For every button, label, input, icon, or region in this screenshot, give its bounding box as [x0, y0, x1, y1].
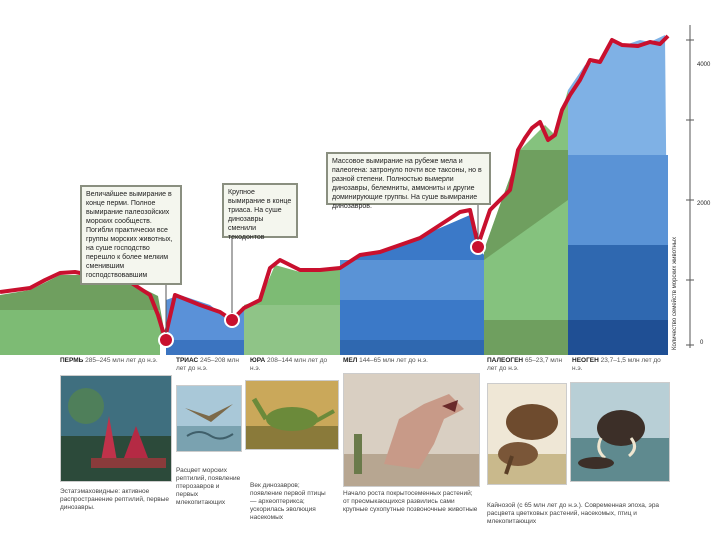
- period-trias-header: ТРИАС 245–208 млн лет до н.э.: [176, 357, 242, 373]
- caption-paleogen: Кайнозой (с 65 млн лет до н.э.). Совреме…: [487, 502, 667, 526]
- extinction-marker-perm: [159, 333, 173, 347]
- caption-mel: Начало роста покрытосеменных растений; о…: [343, 490, 478, 514]
- period-jura-name: ЮРА: [250, 357, 265, 364]
- extinction-marker-trias: [225, 313, 239, 327]
- caption-perm: Эстатэмаховидные: активное распространен…: [60, 488, 170, 512]
- y-tick-2000: 2000: [697, 201, 710, 207]
- period-mel-name: МЕЛ: [343, 357, 357, 364]
- paleogen-dark: [484, 320, 568, 355]
- period-paleogen-name: ПАЛЕОГЕН: [487, 357, 523, 364]
- callout-trias-text: Крупное вымирание в конце триаса. На суш…: [228, 189, 291, 241]
- period-mel-dates: 144–65 млн лет до н.э.: [359, 357, 428, 364]
- callout-perm-extinction: Величайшее вымирание в конце перми. Полн…: [80, 185, 182, 285]
- caption-jura: Век динозавров; появление первой птицы —…: [250, 482, 330, 522]
- period-perm-name: ПЕРМЬ: [60, 357, 83, 364]
- period-perm-dates: 285–245 млн лет до н.э.: [85, 357, 157, 364]
- callout-trias-extinction: Крупное вымирание в конце триаса. На суш…: [222, 183, 298, 238]
- period-paleogen-header: ПАЛЕОГЕН 65–23,7 млн лет до н.э.: [487, 357, 565, 373]
- jura-light: [244, 305, 340, 355]
- mel-mid: [340, 260, 484, 300]
- extinction-marker-mel: [471, 240, 485, 254]
- period-trias-name: ТРИАС: [176, 357, 198, 364]
- period-jura-header: ЮРА 208–144 млн лет до н.э.: [250, 357, 330, 373]
- mel-deep: [340, 340, 484, 355]
- pterosaur-illustration: [176, 385, 242, 452]
- perm-band: [0, 310, 160, 355]
- period-neogen-name: НЕОГЕН: [572, 357, 599, 364]
- mammoth-swamp-illustration: [570, 382, 670, 482]
- dimetrodon-illustration: [60, 375, 172, 482]
- callout-mel-text: Массовое вымирание на рубеже мела и пале…: [332, 158, 482, 210]
- callout-mel-extinction: Массовое вымирание на рубеже мела и пале…: [326, 152, 491, 205]
- y-tick-0: 0: [700, 340, 703, 346]
- caption-trias: Расцвет морских рептилий, появление птер…: [176, 467, 242, 507]
- period-perm-header: ПЕРМЬ 285–245 млн лет до н.э.: [60, 357, 165, 365]
- y-tick-4000: 4000: [697, 62, 710, 68]
- trias-deep: [166, 340, 244, 355]
- period-mel-header: МЕЛ 144–65 млн лет до н.э.: [343, 357, 478, 365]
- callout-perm-text: Величайшее вымирание в конце перми. Полн…: [86, 191, 172, 279]
- dinosaur-illustration: [245, 380, 339, 450]
- tyrannosaurus-illustration: [343, 373, 480, 487]
- mammoth-illustration: [487, 383, 567, 485]
- y-axis-label: Количество семейств морских животных: [672, 205, 678, 350]
- neogen-bottom: [568, 320, 668, 355]
- period-neogen-header: НЕОГЕН 23,7–1,5 млн лет до н.э.: [572, 357, 667, 373]
- neogen-mid: [568, 155, 668, 245]
